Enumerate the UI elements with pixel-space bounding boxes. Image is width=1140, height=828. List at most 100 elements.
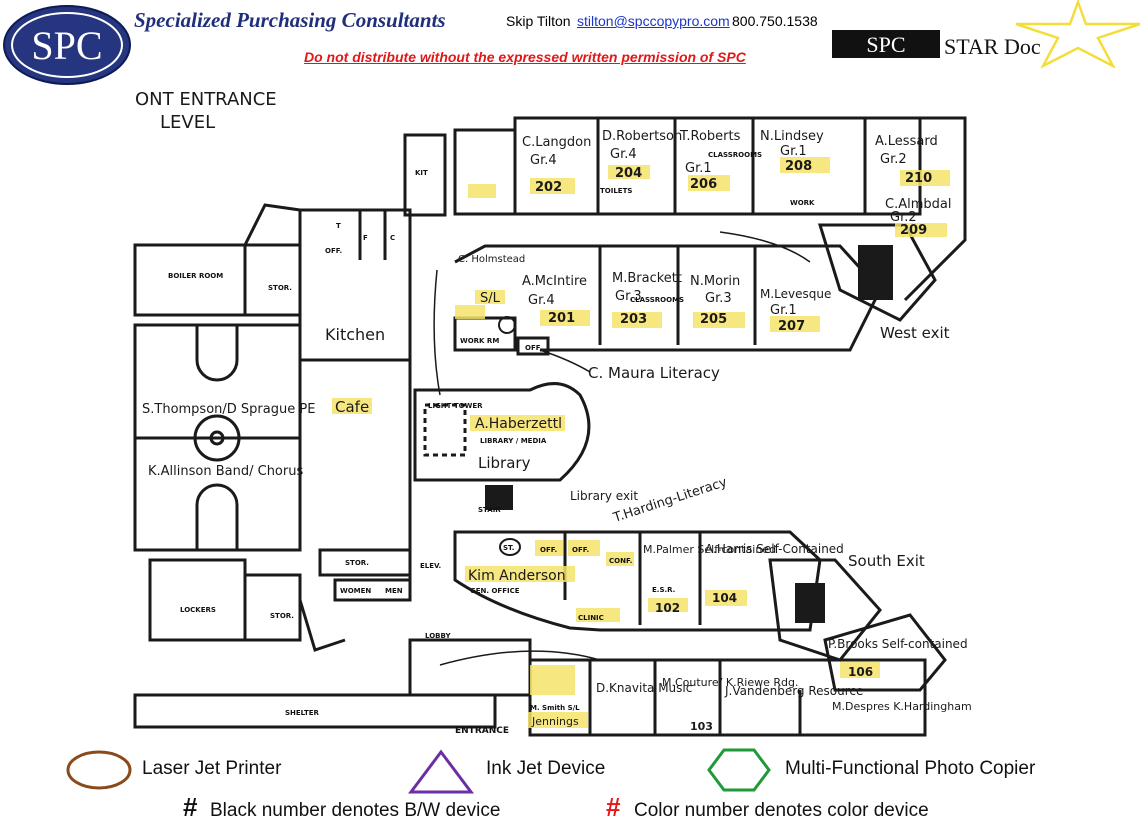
room-207-number: 207 (778, 319, 805, 334)
lobby-label: LOBBY (425, 632, 451, 640)
spc-logo-text: SPC (31, 23, 102, 68)
stardoc-spc-text: SPC (866, 32, 905, 57)
header: SPC Specialized Purchasing Consultants S… (0, 0, 1140, 90)
legend-color-note: Color number denotes color device (634, 800, 929, 821)
conf-label: CONF. (609, 557, 632, 565)
m-despres-label: M.Despres K.Hardingham (832, 700, 972, 713)
multi-functional-copier-icon (707, 748, 771, 792)
men-label: MEN (385, 587, 403, 595)
legend: Laser Jet Printer Ink Jet Device Multi-F… (0, 742, 1140, 828)
office-label-1: OFF. (540, 546, 557, 554)
room-203-number: 203 (620, 312, 647, 327)
gym-label-2: K.Allinson Band/ Chorus (148, 464, 303, 479)
haberzettl-label: A.Haberzettl (475, 416, 562, 432)
room-208-number: 208 (785, 159, 812, 174)
off-label: OFF. (525, 344, 542, 352)
esr-label: E.S.R. (652, 586, 675, 594)
room-205-number: 205 (700, 312, 727, 327)
kitchen-off-label: OFF. (325, 247, 342, 255)
toilets-label: TOILETS (600, 187, 632, 195)
p-brooks-label: P.Brooks Self-contained (828, 637, 968, 651)
laser-jet-printer-icon (66, 750, 132, 790)
palmer-number: 102 (655, 601, 680, 615)
room-210-number: 210 (905, 171, 932, 186)
black-hash-icon: # (183, 792, 198, 822)
room-206-grade: Gr.1 (685, 161, 712, 176)
c-maura-label: C. Maura Literacy (588, 364, 720, 382)
stardoc-title-text: STAR Doc (944, 34, 1041, 59)
classrooms-label-mid: CLASSROOMS (630, 296, 684, 304)
room-204-number: 204 (615, 166, 642, 181)
level-title-2: LEVEL (160, 112, 215, 133)
elev-label: ELEV. (420, 562, 441, 570)
red-hash-icon: # (606, 792, 621, 822)
room-201-grade: Gr.4 (528, 293, 555, 308)
library-label: Library (478, 454, 531, 472)
room-210-teacher: A.Lessard (875, 134, 938, 149)
contact-phone: 800.750.1538 (732, 13, 818, 29)
clinic-label: CLINIC (578, 614, 604, 622)
level-title-1: ONT ENTRANCE (135, 89, 277, 110)
room-204-grade: Gr.4 (610, 147, 637, 162)
work-rm-label: WORK RM (460, 337, 499, 345)
room-204-teacher: D.Robertson (602, 129, 682, 144)
kitchen-label: Kitchen (325, 325, 385, 344)
room-209-teacher: C.Almbdal (885, 197, 951, 212)
m-palmer-label: M.Palmer Self-contained (643, 543, 776, 556)
gen-office-label: GEN. OFFICE (470, 587, 520, 595)
guidance-label: M. Smith S/L (530, 704, 580, 712)
contact-name: Skip Tilton (506, 13, 571, 29)
entrance-label: ENTRANCE (455, 726, 509, 736)
library-exit-label: Library exit (570, 489, 638, 503)
work-label: WORK (790, 199, 815, 207)
legend-mfp-label: Multi-Functional Photo Copier (785, 758, 1036, 779)
gym-label-1: S.Thompson/D Sprague PE (142, 402, 315, 417)
holmstead-label: C. Holmstead (458, 254, 525, 265)
room-209-grade: Gr.2 (890, 210, 917, 225)
ink-jet-device-icon (408, 749, 474, 794)
room-205-grade: Gr.3 (705, 291, 732, 306)
room-207-grade: Gr.1 (770, 303, 797, 318)
brooks-number: 106 (848, 665, 873, 679)
sl-label: S/L (480, 291, 501, 306)
library-media-label: LIBRARY / MEDIA (480, 437, 547, 445)
light-tower-label: LIGHT TOWER (428, 402, 483, 410)
j-vandenberg-label: J.Vandenberg Resource (724, 684, 863, 698)
room-201-number: 201 (548, 311, 575, 326)
classrooms-label-top: CLASSROOMS (708, 151, 762, 159)
stor-label-2: STOR. (345, 559, 369, 567)
room-205-teacher: N.Morin (690, 274, 740, 289)
cafe-label: Cafe (335, 398, 369, 416)
room-201-teacher: A.McIntire (522, 274, 587, 289)
stardoc-logo: SPC STAR Doc (832, 0, 1140, 68)
stair-label: STAIR (478, 506, 501, 514)
room-210-grade: Gr.2 (880, 152, 907, 167)
stor-label: STOR. (268, 284, 292, 292)
f-label: F (363, 234, 368, 242)
company-name: Specialized Purchasing Consultants (134, 8, 446, 32)
a-harris-label: A.Harris Self-Contained (705, 542, 844, 556)
office-label-2: OFF. (572, 546, 589, 554)
c-label: C (390, 234, 395, 242)
room-208-teacher: N.Lindsey (760, 129, 824, 144)
room-209-number: 209 (900, 223, 927, 238)
room-202-number: 202 (535, 180, 562, 195)
kit-label: KIT (415, 169, 428, 177)
room-202-grade: Gr.4 (530, 153, 557, 168)
t-label: T (336, 222, 341, 230)
d-knavita-label: D.Knavita Music (596, 681, 692, 695)
spc-logo: SPC (3, 5, 131, 85)
room-202-teacher: C.Langdon (522, 135, 591, 150)
room-203-teacher: M.Brackett (612, 271, 682, 286)
couture-number: 103 (690, 720, 713, 733)
shelter-label: SHELTER (285, 709, 320, 717)
st-label: ST. (503, 544, 514, 552)
legend-black-note: Black number denotes B/W device (210, 800, 501, 821)
room-208-grade: Gr.1 (780, 144, 807, 159)
room-206-number: 206 (690, 177, 717, 192)
women-label: WOMEN (340, 587, 371, 595)
jennings-label: Jennings (531, 715, 579, 728)
harris-number: 104 (712, 591, 737, 605)
contact-email-link[interactable]: stilton@spccopypro.com (577, 13, 730, 29)
floor-plan: ONT ENTRANCE LEVEL C.Langdon Gr.4 202 D.… (133, 89, 972, 737)
